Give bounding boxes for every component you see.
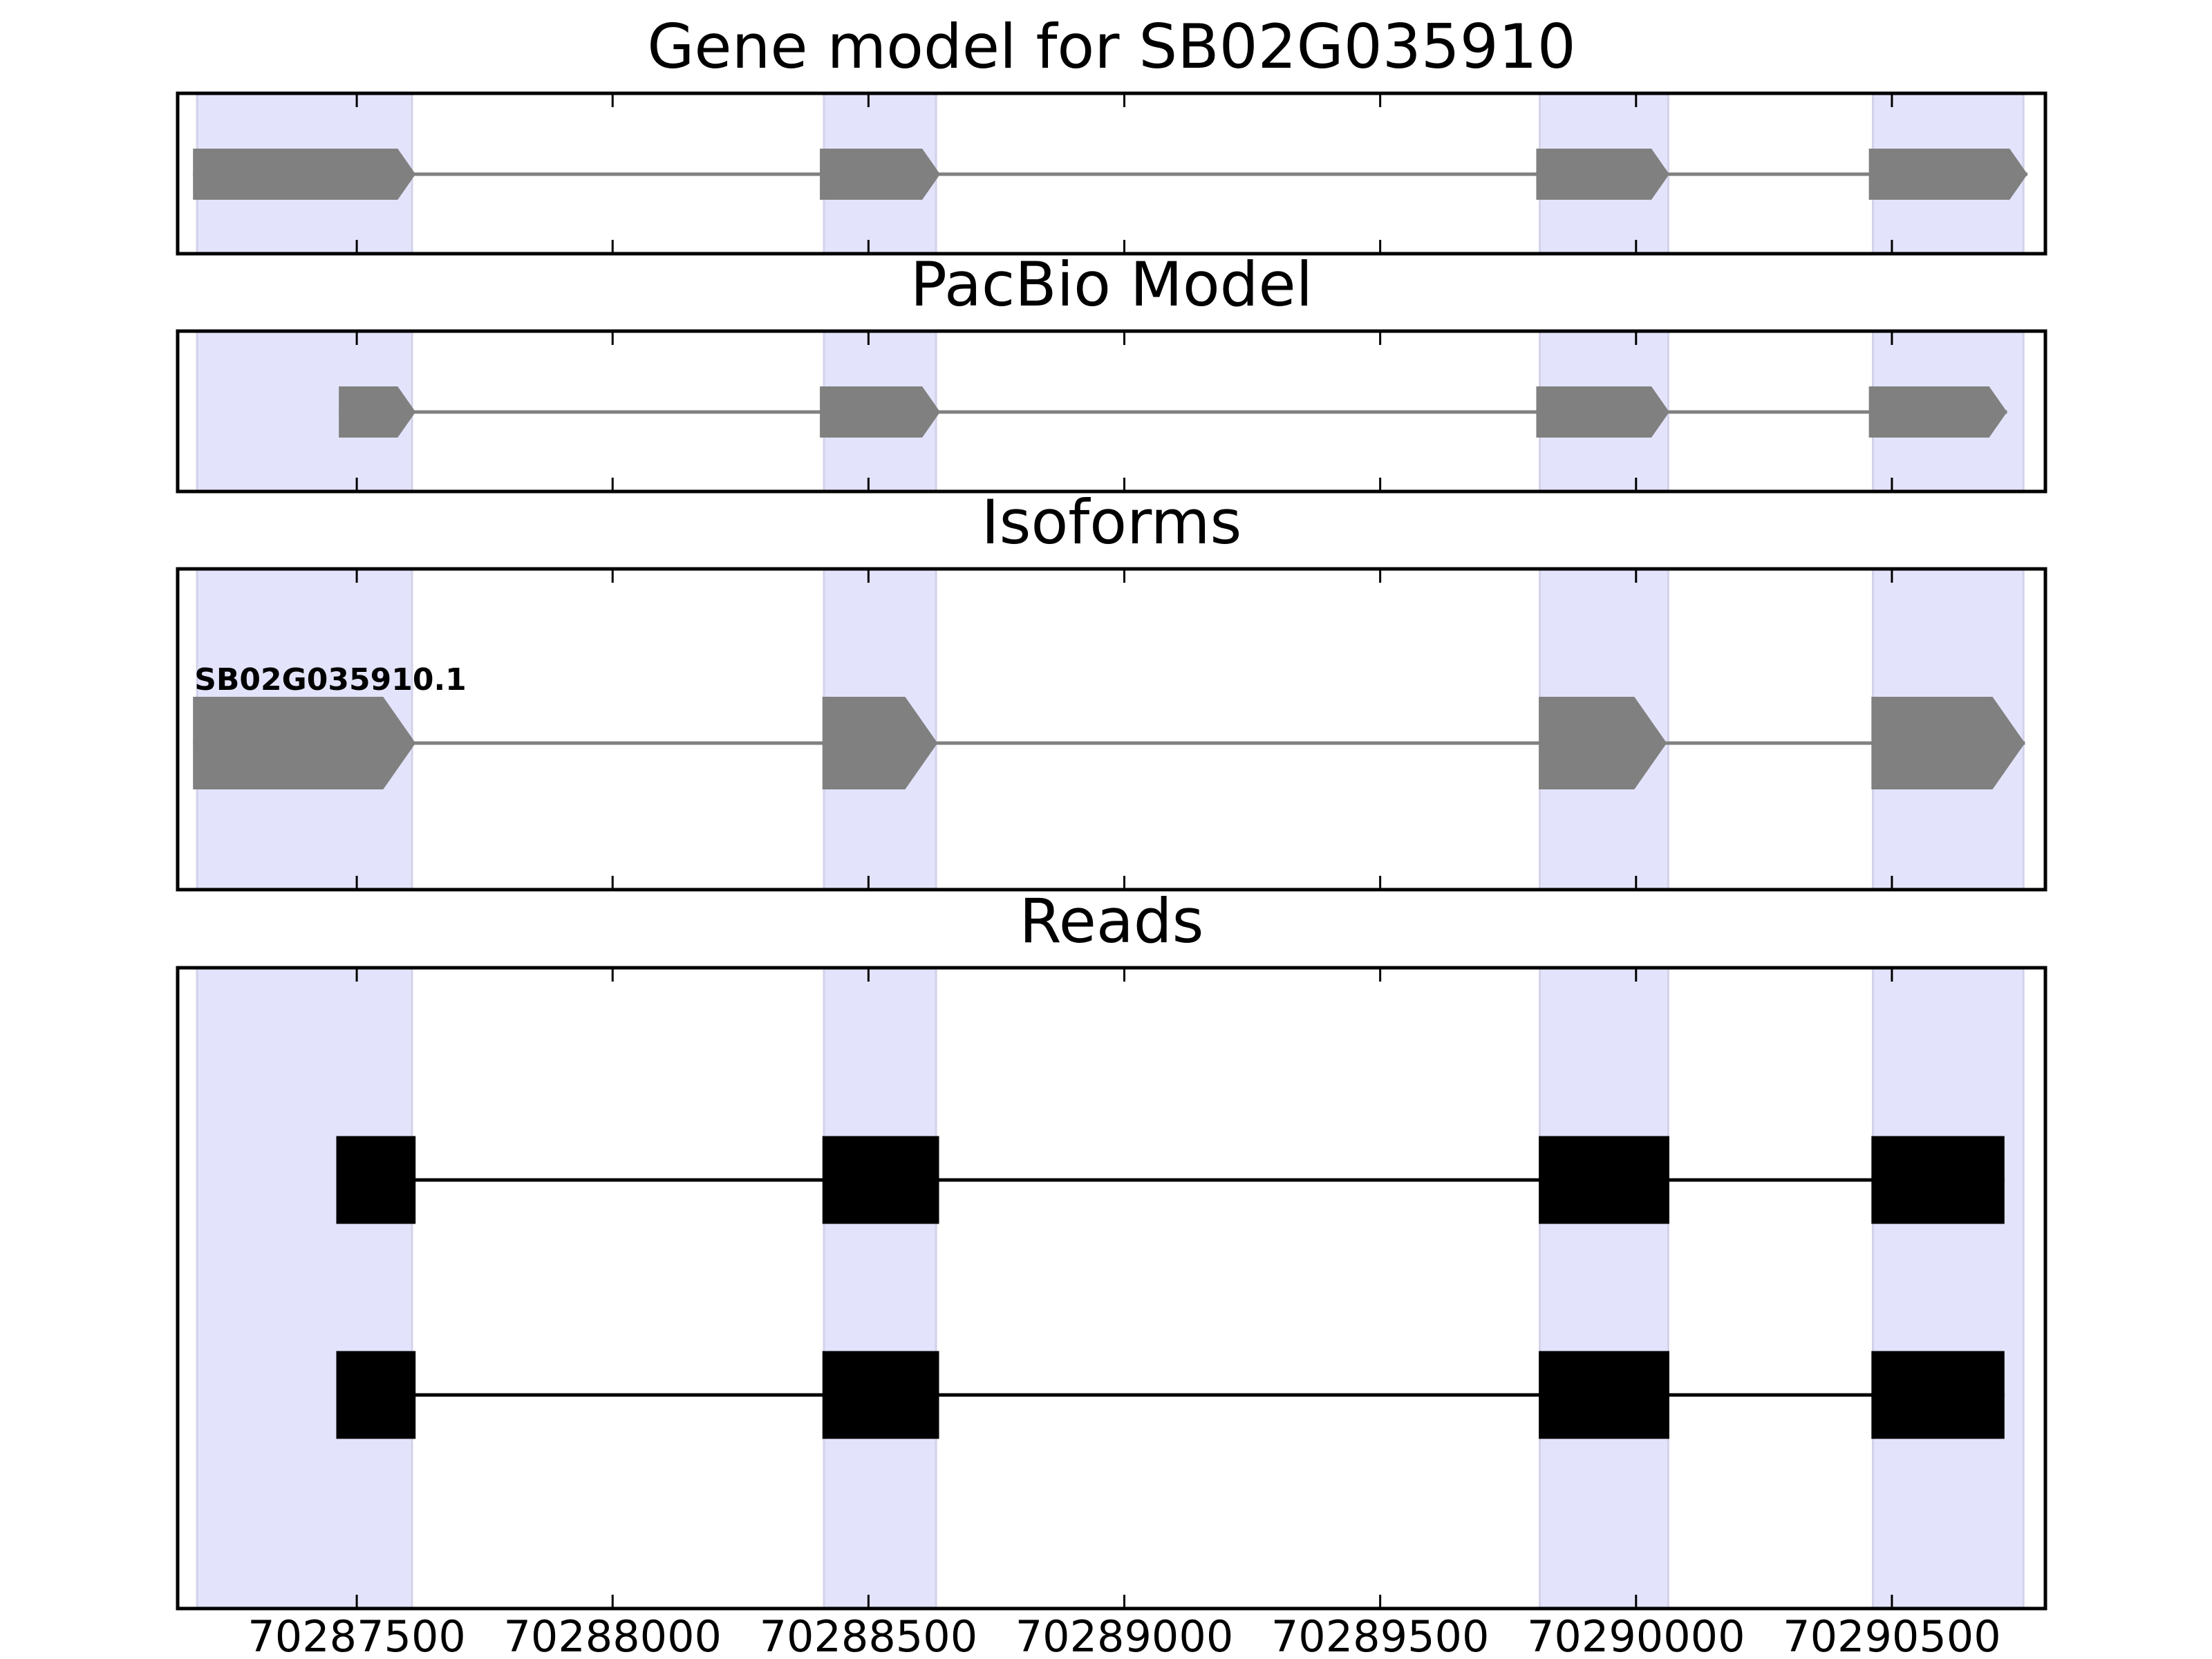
panel-title: Isoforms xyxy=(982,487,1242,558)
exon-arrow xyxy=(820,149,941,200)
exon-arrow xyxy=(1536,386,1669,438)
x-tick-label: 70287500 xyxy=(247,1611,466,1659)
exon-highlight-band xyxy=(1539,966,1669,1610)
isoform-label: SB02G035910.1 xyxy=(194,662,467,697)
exon-arrow xyxy=(339,386,416,438)
exon-highlight-band xyxy=(1872,966,2025,1610)
panel-2: SB02G035910.1 Isoforms xyxy=(176,487,2047,892)
x-axis-tick-labels: 70287500 70288000 70288500 70289000 70289500… xyxy=(247,1611,2000,1659)
exon-arrow xyxy=(822,697,938,789)
panel-title: PacBio Model xyxy=(910,249,1313,320)
x-tick-label: 70288000 xyxy=(503,1611,722,1659)
exon-arrow xyxy=(1539,697,1667,789)
read-exon-block xyxy=(336,1351,416,1439)
exon-arrow xyxy=(1536,149,1669,200)
exon-highlight-band xyxy=(196,966,413,1610)
exon-arrow xyxy=(193,697,416,789)
panel-3: Reads xyxy=(176,885,2047,1611)
read-exon-block xyxy=(822,1136,939,1224)
read-exon-block xyxy=(336,1136,416,1224)
axes-frame xyxy=(176,567,2047,892)
read-exon-block xyxy=(1539,1136,1669,1224)
panel-title: Gene model for SB02G035910 xyxy=(647,11,1576,82)
exon-highlight-band xyxy=(823,966,937,1610)
read-exon-block xyxy=(1871,1351,2005,1439)
axes-frame xyxy=(176,329,2047,494)
read-exon-block xyxy=(822,1351,939,1439)
exon-arrow xyxy=(1871,697,2025,789)
exon-arrow xyxy=(820,386,941,438)
axes-frame xyxy=(176,966,2047,1611)
x-tick-label: 70289500 xyxy=(1271,1611,1490,1659)
x-tick-label: 70290500 xyxy=(1783,1611,2001,1659)
axes-frame xyxy=(176,91,2047,256)
panel-1: PacBio Model xyxy=(176,249,2047,494)
read-exon-block xyxy=(1539,1351,1669,1439)
panel-title: Reads xyxy=(1020,885,1204,957)
x-tick-label: 70288500 xyxy=(760,1611,978,1659)
x-tick-label: 70289000 xyxy=(1015,1611,1234,1659)
panel-0: Gene model for SB02G035910 xyxy=(176,11,2047,256)
x-tick-label: 70290000 xyxy=(1527,1611,1745,1659)
read-exon-block xyxy=(1871,1136,2005,1224)
exon-arrow xyxy=(193,149,416,200)
panels-group: Gene model for SB02G035910 PacBio Model SB… xyxy=(176,11,2047,1611)
exon-arrow xyxy=(1868,149,2028,200)
exon-arrow xyxy=(1868,386,2007,438)
